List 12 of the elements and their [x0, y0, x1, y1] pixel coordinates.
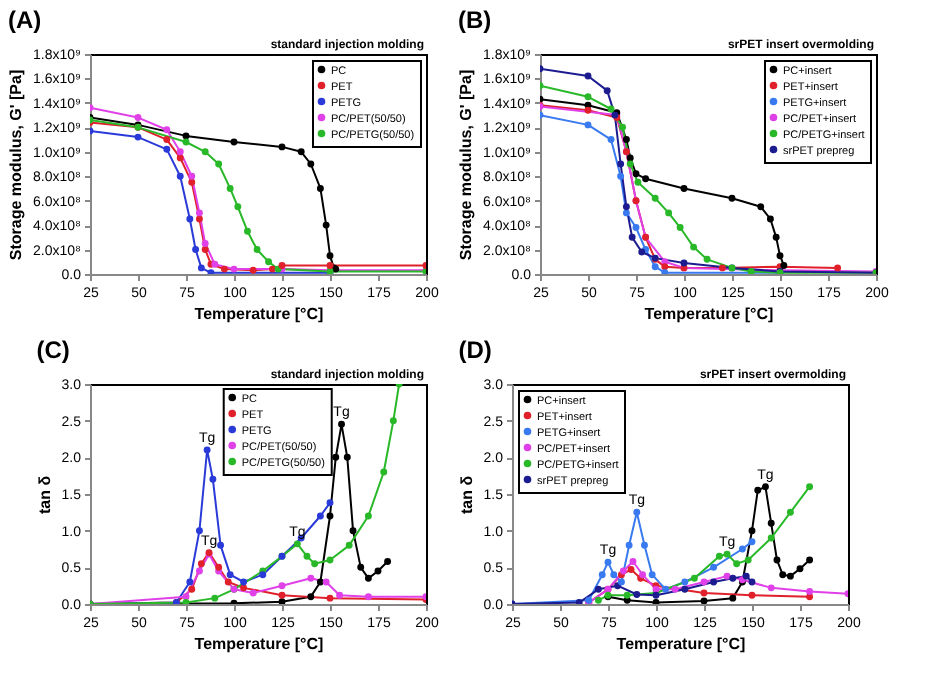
y-axis-title: tan δ — [457, 475, 476, 515]
x-axis-title: Temperature [°C] — [644, 305, 775, 323]
y-axis-title: tan δ — [35, 475, 54, 515]
chart-title: (B) — [457, 6, 492, 34]
x-axis-title: Temperature [°C] — [194, 635, 325, 653]
chart-title: (C) — [36, 336, 70, 364]
y-axis-title: Storage modulus, G' [Pa] — [6, 69, 25, 261]
chart-title: (D) — [458, 336, 492, 364]
x-axis-title: Temperature [°C] — [194, 305, 325, 323]
x-axis-title: Temperature [°C] — [616, 635, 747, 653]
chart-title: (A) — [7, 6, 42, 34]
y-axis-title: Storage modulus, G' [Pa] — [456, 69, 475, 261]
